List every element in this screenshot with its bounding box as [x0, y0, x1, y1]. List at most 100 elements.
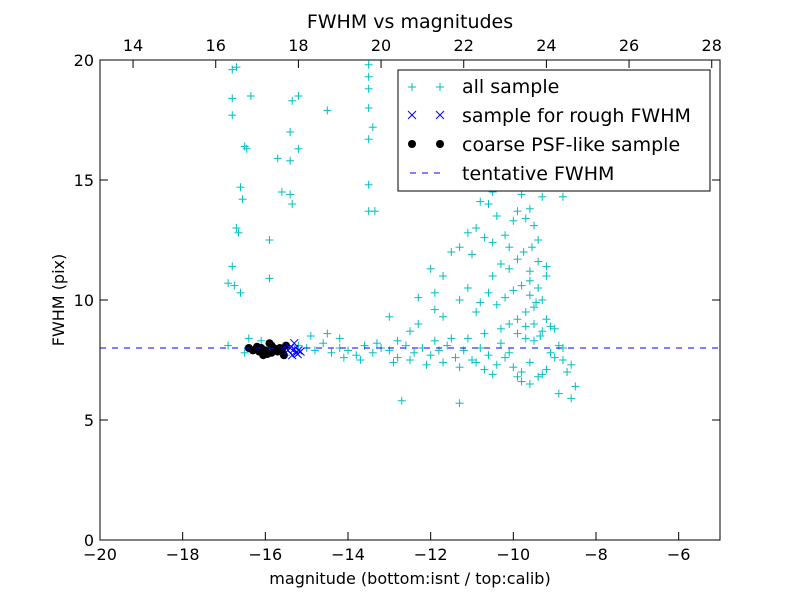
- point-all-sample: [484, 288, 493, 297]
- point-all-sample: [230, 281, 239, 290]
- point-all-sample: [447, 248, 456, 256]
- point-all-sample: [501, 231, 510, 240]
- point-all-sample: [356, 356, 365, 364]
- point-all-sample: [509, 363, 518, 372]
- point-all-sample: [228, 65, 237, 74]
- point-all-sample: [519, 248, 528, 256]
- point-psf-like: [275, 344, 284, 352]
- point-all-sample: [532, 298, 541, 307]
- point-all-sample: [505, 264, 514, 273]
- top-tick-label: 24: [536, 36, 556, 55]
- point-all-sample: [521, 308, 530, 316]
- point-all-sample: [525, 267, 534, 276]
- point-all-sample: [496, 324, 505, 333]
- point-rough-fwhm: [293, 349, 302, 359]
- point-all-sample: [521, 322, 530, 331]
- point-all-sample: [273, 154, 282, 163]
- point-all-sample: [463, 334, 472, 343]
- point-all-sample: [542, 262, 551, 271]
- point-all-sample: [242, 144, 251, 153]
- point-all-sample: [496, 260, 505, 268]
- point-all-sample: [439, 312, 448, 321]
- x-tick-label: −14: [331, 545, 365, 564]
- point-all-sample: [476, 298, 485, 307]
- point-all-sample: [232, 63, 241, 72]
- point-all-sample: [224, 341, 233, 350]
- point-all-sample: [344, 346, 352, 355]
- point-all-sample: [327, 348, 336, 357]
- point-all-sample: [335, 334, 344, 343]
- point-all-sample: [439, 358, 448, 367]
- y-axis-label: FWHM (pix): [49, 254, 68, 347]
- point-all-sample: [517, 377, 526, 386]
- point-all-sample: [567, 360, 576, 369]
- point-all-sample: [513, 207, 522, 216]
- point-all-sample: [542, 365, 551, 374]
- point-all-sample: [546, 348, 555, 357]
- point-all-sample: [430, 305, 439, 314]
- point-all-sample: [234, 228, 243, 237]
- point-all-sample: [443, 341, 452, 350]
- point-all-sample: [534, 257, 543, 266]
- point-all-sample: [294, 144, 303, 153]
- plot-area: [100, 60, 720, 408]
- y-tick-label: 5: [84, 411, 94, 430]
- point-all-sample: [244, 334, 253, 343]
- point-all-sample: [558, 192, 567, 201]
- point-all-sample: [236, 288, 245, 297]
- x-tick-label: −18: [166, 545, 200, 564]
- top-tick-label: 16: [206, 36, 226, 55]
- point-all-sample: [505, 243, 514, 252]
- point-all-sample: [232, 224, 241, 232]
- point-all-sample: [228, 111, 237, 120]
- point-all-sample: [389, 358, 398, 367]
- point-all-sample: [542, 272, 551, 280]
- point-all-sample: [525, 358, 534, 367]
- top-tick-label: 18: [288, 36, 308, 55]
- x-tick-label: −8: [584, 545, 608, 564]
- point-all-sample: [476, 197, 485, 206]
- point-all-sample: [538, 296, 547, 304]
- point-all-sample: [550, 324, 559, 333]
- point-all-sample: [509, 216, 518, 225]
- y-tick-label: 20: [74, 51, 94, 70]
- point-all-sample: [410, 348, 419, 357]
- point-all-sample: [364, 180, 373, 189]
- point-all-sample: [414, 320, 423, 328]
- point-all-sample: [488, 238, 497, 247]
- point-all-sample: [525, 204, 534, 213]
- point-all-sample: [538, 370, 547, 379]
- point-all-sample: [414, 293, 423, 302]
- point-all-sample: [558, 356, 567, 364]
- legend-marker-all-sample: [436, 83, 444, 91]
- point-all-sample: [246, 92, 255, 100]
- point-all-sample: [265, 274, 274, 283]
- point-all-sample: [530, 303, 538, 312]
- point-all-sample: [534, 284, 543, 292]
- point-all-sample: [513, 329, 522, 338]
- legend-label-all-sample: all sample: [462, 76, 559, 98]
- point-psf-like: [259, 351, 268, 360]
- point-all-sample: [339, 353, 348, 362]
- legend-label-rough-fwhm: sample for rough FWHM: [462, 105, 691, 127]
- point-all-sample: [538, 327, 547, 336]
- x-tick-label: −6: [667, 545, 691, 564]
- point-all-sample: [480, 329, 489, 338]
- point-all-sample: [496, 339, 505, 348]
- point-all-sample: [484, 200, 493, 208]
- point-all-sample: [310, 346, 319, 355]
- point-all-sample: [484, 351, 493, 360]
- point-all-sample: [288, 96, 297, 105]
- point-all-sample: [534, 372, 543, 381]
- point-all-sample: [513, 315, 522, 324]
- point-all-sample: [455, 296, 464, 304]
- point-all-sample: [509, 286, 518, 295]
- point-all-sample: [468, 250, 476, 259]
- point-all-sample: [488, 272, 497, 280]
- point-all-sample: [397, 396, 406, 405]
- point-all-sample: [525, 291, 534, 300]
- point-all-sample: [472, 358, 481, 367]
- point-all-sample: [505, 320, 514, 328]
- point-all-sample: [542, 315, 551, 324]
- point-all-sample: [563, 368, 572, 376]
